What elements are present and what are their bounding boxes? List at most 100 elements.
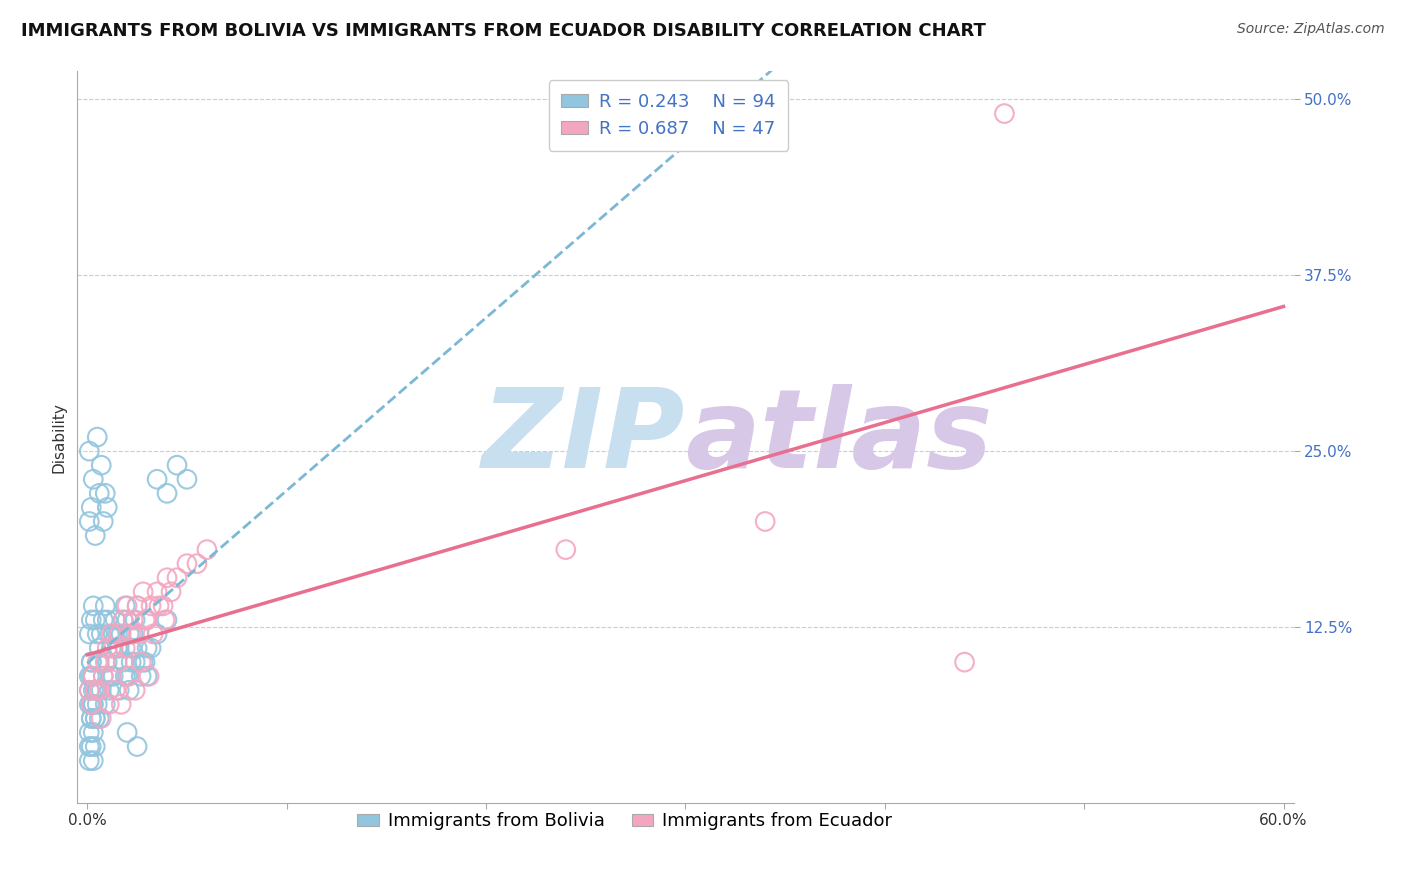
Point [80,669,103,683]
Point [86,683,108,698]
Point [80,655,103,669]
Point [96,613,118,627]
Point [82,472,104,486]
Point [90,627,112,641]
Point [98,627,121,641]
Point [104,683,127,698]
Point [105,641,128,656]
Point [176,557,198,571]
Text: ZIP: ZIP [482,384,686,491]
Point [82,683,104,698]
Point [110,627,132,641]
Point [156,613,179,627]
Point [139,641,162,656]
Point [195,542,218,557]
Point [103,627,125,641]
Point [80,500,103,515]
Point [82,599,104,613]
Point [186,557,208,571]
Point [96,655,118,669]
Text: Source: ZipAtlas.com: Source: ZipAtlas.com [1237,22,1385,37]
Point [554,542,576,557]
Point [82,669,104,683]
Point [115,599,138,613]
Point [80,613,103,627]
Point [118,669,141,683]
Point [148,599,170,613]
Point [108,683,131,698]
Point [98,683,121,698]
Point [108,641,131,656]
Point [120,627,142,641]
Point [127,739,149,754]
Point [115,669,138,683]
Point [94,698,117,712]
Point [100,641,122,656]
Point [146,472,169,486]
Point [91,669,114,683]
Point [124,655,146,669]
Point [166,458,188,473]
Point [94,486,117,500]
Point [136,669,159,683]
Point [82,725,104,739]
Point [156,571,179,585]
Point [127,599,149,613]
Point [754,515,776,529]
Point [96,500,118,515]
Point [80,655,103,669]
Point [132,584,155,599]
Point [114,641,136,656]
Point [86,698,108,712]
Point [112,613,135,627]
Point [89,711,111,725]
Point [114,669,136,683]
Y-axis label: Disability: Disability [51,401,66,473]
Point [79,627,101,641]
Point [84,683,107,698]
Point [82,698,104,712]
Point [94,655,117,669]
Point [152,599,174,613]
Point [84,528,107,542]
Point [91,613,114,627]
Point [79,698,101,712]
Point [84,613,107,627]
Point [79,754,101,768]
Point [82,754,104,768]
Point [84,739,107,754]
Point [122,627,145,641]
Point [91,669,114,683]
Point [100,627,122,641]
Point [98,698,121,712]
Point [86,683,108,698]
Point [120,641,142,656]
Point [115,613,138,627]
Point [136,613,159,627]
Point [166,571,188,585]
Point [146,584,169,599]
Point [127,641,149,656]
Point [105,627,128,641]
Point [82,669,104,683]
Point [953,655,976,669]
Point [103,669,125,683]
Point [105,655,128,669]
Point [127,599,149,613]
Point [86,430,108,444]
Point [156,486,179,500]
Point [124,613,146,627]
Point [124,683,146,698]
Point [91,515,114,529]
Point [128,627,150,641]
Point [80,739,103,754]
Point [160,584,183,599]
Point [80,698,103,712]
Point [108,627,131,641]
Point [104,613,127,627]
Point [120,655,142,669]
Point [993,106,1015,120]
Point [153,613,176,627]
Text: atlas: atlas [686,384,993,491]
Point [112,655,135,669]
